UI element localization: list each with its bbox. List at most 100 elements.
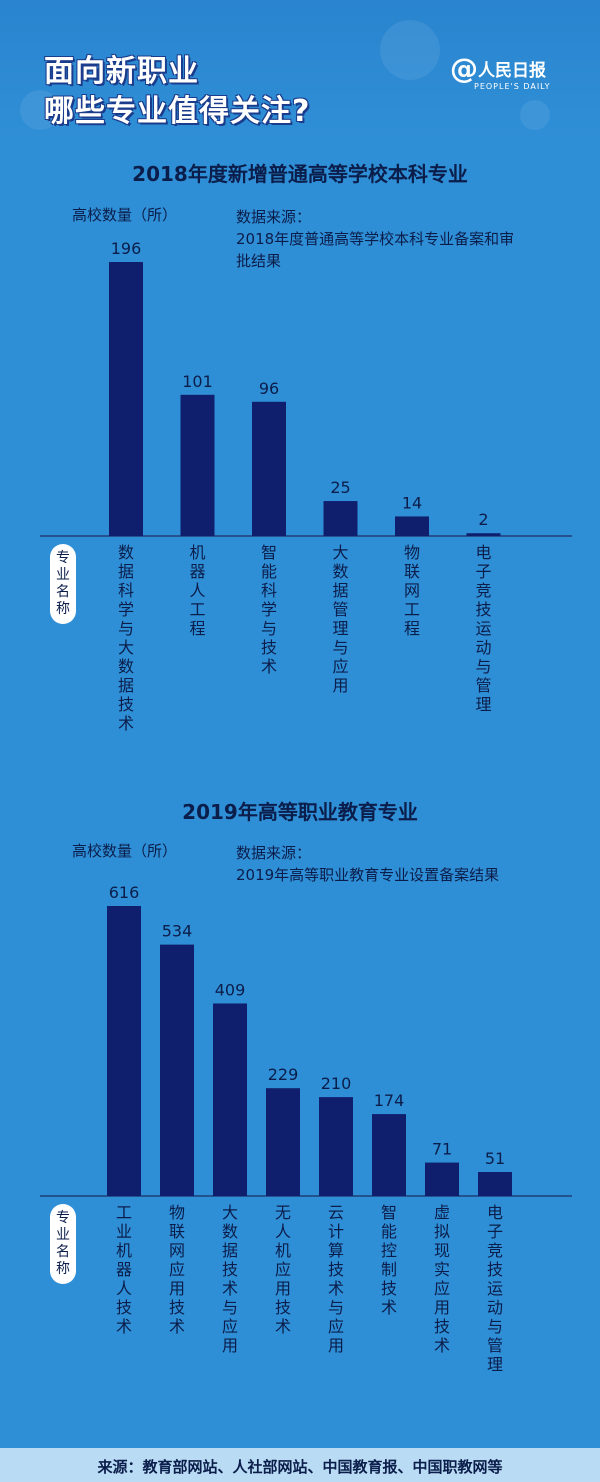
category-label-char: 管 bbox=[475, 676, 491, 695]
chart1-xlabel-char: 称 bbox=[56, 601, 70, 617]
brand-subtitle: PEOPLE'S DAILY bbox=[474, 82, 551, 91]
category-label-char: 控 bbox=[381, 1241, 397, 1260]
chart2-xlabel-char: 称 bbox=[56, 1261, 70, 1277]
bar-8 bbox=[478, 1171, 512, 1196]
header-banner bbox=[0, 0, 600, 140]
category-label-char: 学 bbox=[261, 600, 277, 619]
chart1-source-note: 数据来源： 2018年度普通高等学校本科专业备案和审批结果 bbox=[236, 206, 526, 272]
chart1-source-text: 2018年度普通高等学校本科专业备案和审批结果 bbox=[236, 230, 515, 270]
category-label-char: 技 bbox=[261, 638, 277, 657]
bar-value-label: 229 bbox=[268, 1065, 299, 1084]
category-label-char: 术 bbox=[169, 1317, 185, 1336]
category-label-char: 与 bbox=[328, 1298, 344, 1317]
category-label-char: 管 bbox=[332, 600, 348, 619]
category-label-char: 技 bbox=[475, 600, 491, 619]
category-label-char: 术 bbox=[275, 1317, 291, 1336]
category-label-char: 术 bbox=[328, 1279, 344, 1298]
category-label-char: 机 bbox=[275, 1241, 291, 1260]
category-label-char: 据 bbox=[332, 581, 348, 600]
category-label-char: 程 bbox=[189, 619, 205, 638]
category-label-char: 用 bbox=[328, 1336, 344, 1355]
category-label-char: 大 bbox=[222, 1203, 238, 1222]
chart1-xlabel-char: 专 bbox=[56, 550, 70, 566]
bar-3 bbox=[213, 1003, 247, 1196]
category-label-char: 与 bbox=[222, 1298, 238, 1317]
category-label-char: 技 bbox=[275, 1298, 291, 1317]
chart1-xlabel: 专业名称 bbox=[50, 544, 76, 624]
chart2-source-label: 数据来源： bbox=[236, 844, 312, 862]
decor-bubble bbox=[20, 90, 60, 130]
bar-value-label: 25 bbox=[330, 478, 350, 497]
category-label-char: 应 bbox=[222, 1317, 238, 1336]
category-label-char: 云 bbox=[328, 1203, 344, 1222]
bar-value-label: 196 bbox=[111, 239, 142, 258]
category-label-char: 用 bbox=[275, 1279, 291, 1298]
category-label-char: 大 bbox=[118, 638, 134, 657]
category-label-char: 数 bbox=[222, 1222, 238, 1241]
category-label-char: 据 bbox=[222, 1241, 238, 1260]
bar-value-label: 101 bbox=[182, 372, 213, 391]
category-label-char: 能 bbox=[261, 562, 277, 581]
category-label-char: 网 bbox=[169, 1241, 185, 1260]
decor-bubble bbox=[380, 20, 440, 80]
chart2-xlabel-char: 业 bbox=[56, 1227, 70, 1243]
headline-line2: 哪些专业值得关注? bbox=[44, 94, 311, 129]
category-label-char: 大 bbox=[332, 543, 348, 562]
category-label-char: 运 bbox=[475, 619, 491, 638]
chart2-plot: 616工业机器人技术534物联网应用技术409大数据技术与应用229无人机应用技… bbox=[40, 883, 572, 1374]
category-label-char: 拟 bbox=[434, 1222, 450, 1241]
category-label-char: 用 bbox=[169, 1279, 185, 1298]
category-label-char: 科 bbox=[118, 581, 134, 600]
category-label-char: 技 bbox=[116, 1298, 132, 1317]
category-label-char: 机 bbox=[116, 1241, 132, 1260]
category-label-char: 用 bbox=[434, 1298, 450, 1317]
category-label-char: 器 bbox=[116, 1260, 132, 1279]
bar-2 bbox=[180, 394, 215, 536]
category-label-char: 术 bbox=[434, 1336, 450, 1355]
bar-6 bbox=[372, 1114, 406, 1196]
bar-value-label: 71 bbox=[432, 1140, 452, 1159]
category-label-char: 术 bbox=[261, 657, 277, 676]
category-label-char: 竞 bbox=[475, 581, 491, 600]
category-label-char: 实 bbox=[434, 1260, 450, 1279]
category-label-char: 应 bbox=[169, 1260, 185, 1279]
category-label-char: 能 bbox=[381, 1222, 397, 1241]
bar-value-label: 616 bbox=[109, 883, 140, 902]
category-label-char: 竞 bbox=[487, 1241, 503, 1260]
bar-7 bbox=[425, 1162, 459, 1196]
category-label-char: 工 bbox=[404, 600, 420, 619]
bar-1 bbox=[107, 906, 141, 1196]
category-label-char: 理 bbox=[332, 619, 348, 638]
chart2-source-note: 数据来源： 2019年高等职业教育专业设置备案结果 bbox=[236, 842, 576, 886]
category-label-char: 人 bbox=[275, 1222, 291, 1241]
chart2-source-text: 2019年高等职业教育专业设置备案结果 bbox=[236, 866, 500, 884]
bar-4 bbox=[266, 1088, 300, 1196]
category-label-char: 算 bbox=[328, 1241, 344, 1260]
decor-bubble bbox=[520, 100, 550, 130]
chart2-xlabel-char: 专 bbox=[56, 1210, 70, 1226]
chart1-source-label: 数据来源： bbox=[236, 208, 312, 226]
footer-bar: 来源：教育部网站、人社部网站、中国教育报、中国职教网等 bbox=[0, 1448, 600, 1482]
category-label-char: 术 bbox=[381, 1298, 397, 1317]
category-label-char: 联 bbox=[404, 562, 420, 581]
category-label-char: 运 bbox=[487, 1279, 503, 1298]
category-label-char: 理 bbox=[475, 695, 491, 714]
category-label-char: 科 bbox=[261, 581, 277, 600]
chart2-title: 2019年高等职业教育专业 bbox=[182, 800, 418, 824]
category-label-char: 与 bbox=[118, 619, 134, 638]
category-label-char: 技 bbox=[222, 1260, 238, 1279]
category-label-char: 机 bbox=[189, 543, 205, 562]
category-label-char: 人 bbox=[189, 581, 205, 600]
category-label-char: 人 bbox=[116, 1279, 132, 1298]
bar-value-label: 174 bbox=[374, 1091, 405, 1110]
bar-4 bbox=[323, 501, 358, 536]
category-label-char: 应 bbox=[275, 1260, 291, 1279]
category-label-char: 联 bbox=[169, 1222, 185, 1241]
category-label-char: 管 bbox=[487, 1336, 503, 1355]
category-label-char: 制 bbox=[381, 1260, 397, 1279]
category-label-char: 用 bbox=[332, 676, 348, 695]
category-label-char: 技 bbox=[328, 1260, 344, 1279]
category-label-char: 器 bbox=[189, 562, 205, 581]
category-label-char: 物 bbox=[404, 543, 420, 562]
category-label-char: 子 bbox=[487, 1222, 503, 1241]
